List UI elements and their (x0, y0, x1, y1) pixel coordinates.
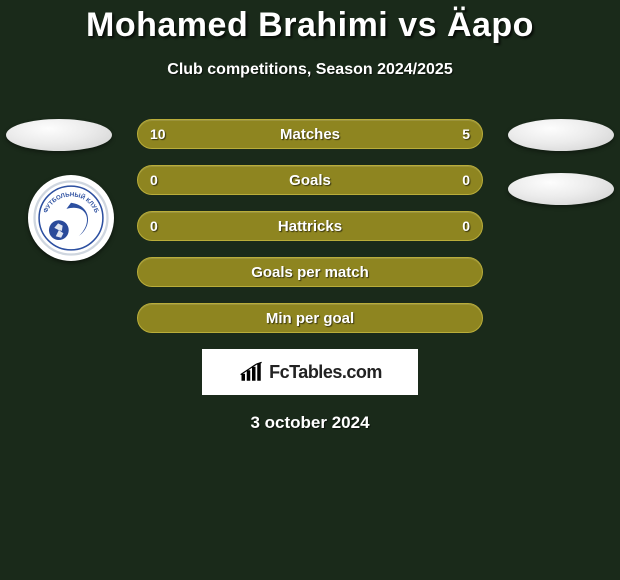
stat-row-min-per-goal: Min per goal (137, 303, 483, 333)
stat-right-value: 5 (462, 126, 470, 142)
date-footer: 3 october 2024 (0, 413, 620, 433)
brand-banner: FcTables.com (202, 349, 418, 395)
stat-left-value: 10 (150, 126, 166, 142)
player-right-placeholder-1 (508, 119, 614, 151)
club-badge-icon: ФУТБОЛЬНЫЙ КЛУБ (33, 180, 109, 256)
stat-center-label: Goals (289, 172, 331, 189)
stat-left-value: 0 (150, 172, 158, 188)
stat-row-goals: 0 Goals 0 (137, 165, 483, 195)
stat-row-hattricks: 0 Hattricks 0 (137, 211, 483, 241)
stats-column: 10 Matches 5 0 Goals 0 0 Hattricks 0 Goa… (137, 119, 483, 349)
stat-center-label: Min per goal (266, 310, 354, 327)
player-left-placeholder-1 (6, 119, 112, 151)
stat-row-matches: 10 Matches 5 (137, 119, 483, 149)
stat-center-label: Hattricks (278, 218, 342, 235)
player-right-placeholder-2 (508, 173, 614, 205)
subtitle: Club competitions, Season 2024/2025 (0, 61, 620, 79)
club-badge-left: ФУТБОЛЬНЫЙ КЛУБ (28, 175, 114, 261)
stat-right-value: 0 (462, 218, 470, 234)
stat-row-goals-per-match: Goals per match (137, 257, 483, 287)
stat-center-label: Matches (280, 126, 340, 143)
stat-center-label: Goals per match (251, 264, 369, 281)
stat-right-value: 0 (462, 172, 470, 188)
stat-left-value: 0 (150, 218, 158, 234)
brand-text: FcTables.com (269, 362, 382, 383)
page-title: Mohamed Brahimi vs Äapo (0, 0, 620, 45)
bar-chart-icon (238, 361, 266, 383)
